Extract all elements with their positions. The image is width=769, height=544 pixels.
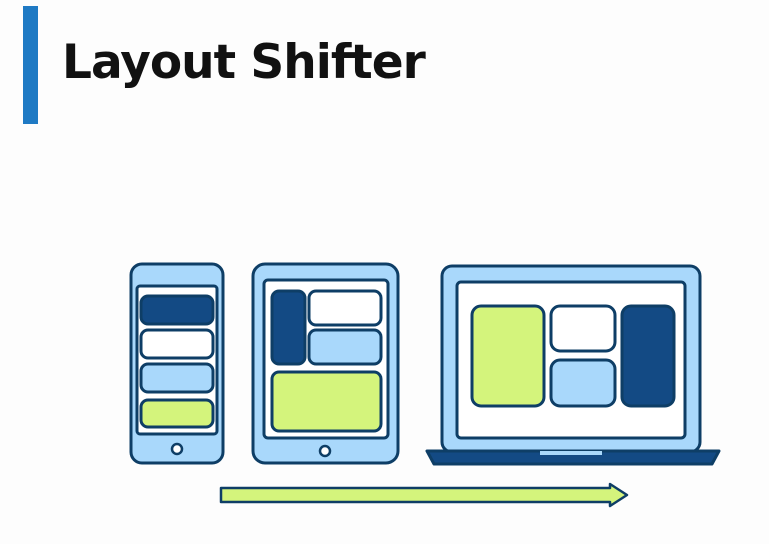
arrow-right-icon (219, 482, 629, 508)
laptop-block-white (549, 304, 617, 353)
phone-icon (129, 262, 225, 465)
title-accent-bar (23, 6, 38, 124)
laptop-block-light (549, 358, 617, 408)
phone-block-white (139, 328, 215, 360)
phone-block-dark (139, 294, 215, 326)
tablet-block-white (307, 289, 383, 327)
laptop-block-dark (620, 304, 676, 408)
laptop-block-green (470, 304, 546, 408)
phone-home-button (170, 442, 184, 456)
laptop-base (425, 449, 721, 466)
phone-block-light (139, 362, 215, 394)
tablet-block-light (307, 328, 383, 366)
tablet-home-button (318, 444, 332, 458)
slide-title: Layout Shifter (62, 35, 426, 90)
tablet-block-green (270, 370, 383, 433)
tablet-icon (251, 262, 400, 465)
laptop-trackpad-notch (540, 451, 602, 455)
phone-block-green (139, 398, 215, 429)
tablet-block-dark (270, 289, 307, 366)
laptop-icon (425, 264, 721, 466)
progress-arrow (219, 482, 629, 508)
